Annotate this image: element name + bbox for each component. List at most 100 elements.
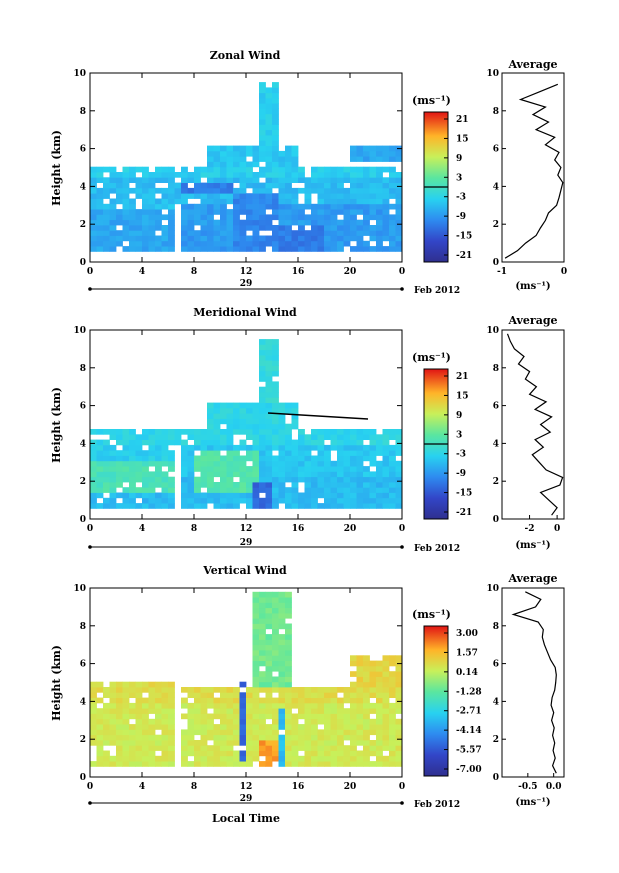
meridional-heatmap-cell (239, 492, 247, 499)
vertical-heatmap-cell (350, 740, 357, 746)
zonal-heatmap-cell (278, 209, 286, 215)
vertical-heatmap-cell (337, 745, 344, 751)
meridional-average-y-tick-label: 6 (493, 402, 499, 412)
meridional-heatmap-cell (259, 339, 266, 345)
zonal-heatmap-cell (272, 129, 279, 136)
zonal-heatmap-cell (239, 235, 247, 242)
zonal-heatmap-cell (272, 161, 279, 168)
vertical-heatmap-cell (259, 745, 266, 751)
meridional-heatmap-cell (343, 450, 351, 456)
vertical-heatmap-cell (90, 713, 97, 720)
vertical-heatmap-cell (278, 702, 286, 709)
vertical-heatmap-cell (350, 718, 357, 725)
meridional-heatmap-cell (395, 434, 403, 440)
vertical-heatmap-cell (356, 724, 364, 730)
vertical-heatmap-cell (265, 612, 273, 619)
vertical-heatmap-cell (213, 761, 221, 767)
meridional-heatmap-cell (259, 497, 266, 504)
zonal-heatmap-cell (220, 214, 227, 221)
vertical-heatmap-cell (369, 750, 377, 757)
zonal-heatmap-cell (291, 246, 299, 252)
meridional-heatmap-cell (343, 471, 351, 478)
zonal-heatmap-cell (194, 172, 201, 178)
zonal-heatmap-cell (239, 240, 247, 247)
zonal-heatmap-cell (272, 135, 279, 141)
vertical-heatmap-cell (135, 750, 143, 757)
zonal-heatmap-cell (161, 240, 169, 247)
vertical-heatmap-cell (363, 734, 370, 741)
zonal-heatmap-cell (363, 209, 370, 215)
meridional-heatmap-cell (278, 439, 286, 446)
vertical-heatmap-cell (103, 718, 110, 725)
meridional-heatmap-cell (343, 434, 351, 440)
meridional-heatmap-cell (109, 429, 117, 435)
zonal-heatmap-cell (317, 230, 325, 236)
meridional-heatmap-cell (252, 434, 260, 440)
zonal-heatmap-cell (337, 225, 344, 231)
zonal-heatmap-cell (285, 182, 292, 189)
vertical-heatmap-cell (148, 681, 156, 688)
meridional-heatmap-cell (278, 492, 286, 499)
meridional-heatmap-cell (207, 492, 214, 499)
vertical-heatmap-cell (265, 655, 273, 661)
zonal-heatmap-cell (246, 172, 253, 178)
zonal-heatmap-cell (259, 193, 266, 199)
vertical-heatmap-cell (350, 724, 357, 730)
meridional-heatmap-cell (213, 497, 221, 504)
zonal-heatmap-cell (291, 156, 299, 162)
meridional-heatmap-cell (109, 482, 117, 488)
zonal-heatmap-cell (246, 209, 253, 215)
vertical-heatmap-cell (116, 687, 123, 693)
zonal-heatmap-cell (317, 225, 325, 231)
meridional-average-y-tick-label: 2 (493, 477, 499, 487)
zonal-heatmap-cell (363, 240, 370, 247)
zonal-heatmap-cell (265, 97, 273, 104)
meridional-heatmap-cell (239, 460, 247, 467)
vertical-heatmap-cell (122, 681, 130, 688)
meridional-heatmap-cell (350, 471, 357, 478)
meridional-heatmap-cell (220, 487, 227, 493)
vertical-heatmap-cell (142, 729, 149, 736)
meridional-heatmap-cell (298, 497, 305, 504)
zonal-heatmap-cell (382, 235, 390, 242)
zonal-heatmap-cell (265, 198, 273, 205)
zonal-heatmap-cell (350, 187, 357, 194)
meridional-heatmap-cell (213, 471, 221, 478)
meridional-average-x-tick-label: 0 (554, 524, 560, 534)
meridional-heatmap-cell (200, 503, 208, 509)
zonal-heatmap-cell (142, 193, 149, 199)
meridional-heatmap-cell (369, 455, 377, 462)
meridional-heatmap-cell (252, 444, 260, 451)
zonal-heatmap-cell (200, 214, 208, 221)
zonal-heatmap-cell (343, 225, 351, 231)
meridional-heatmap-cell (317, 434, 325, 440)
zonal-heatmap-cell (278, 225, 286, 231)
meridional-heatmap-cell (291, 413, 299, 419)
meridional-heatmap-cell (213, 444, 221, 451)
meridional-heatmap-cell (272, 423, 279, 430)
vertical-heatmap-cell (278, 687, 286, 693)
zonal-heatmap-cell (376, 240, 383, 247)
meridional-heatmap-cell (363, 429, 370, 435)
vertical-heatmap-cell (129, 681, 136, 688)
vertical-heatmap-cell (122, 713, 130, 720)
zonal-wind-title: Zonal Wind (210, 49, 281, 62)
zonal-heatmap-cell (389, 177, 396, 183)
meridional-heatmap-cell (382, 429, 390, 435)
meridional-heatmap-cell (382, 455, 390, 462)
meridional-heatmap-cell (213, 450, 221, 456)
meridional-heatmap-cell (187, 466, 195, 472)
zonal-heatmap-cell (330, 172, 338, 178)
zonal-heatmap-cell (220, 198, 227, 205)
zonal-heatmap-cell (298, 240, 305, 247)
zonal-heatmap-cell (272, 246, 279, 252)
zonal-heatmap-cell (213, 145, 221, 152)
vertical-heatmap-cell (285, 671, 292, 677)
zonal-heatmap-cell (155, 172, 162, 178)
meridional-heatmap-cell (285, 450, 292, 456)
vertical-heatmap-cell (168, 724, 175, 730)
meridional-average-y-tick-label: 4 (493, 439, 499, 449)
meridional-heatmap-cell (135, 471, 143, 478)
zonal-heatmap-cell (330, 187, 338, 194)
vertical-heatmap-cell (304, 745, 312, 751)
